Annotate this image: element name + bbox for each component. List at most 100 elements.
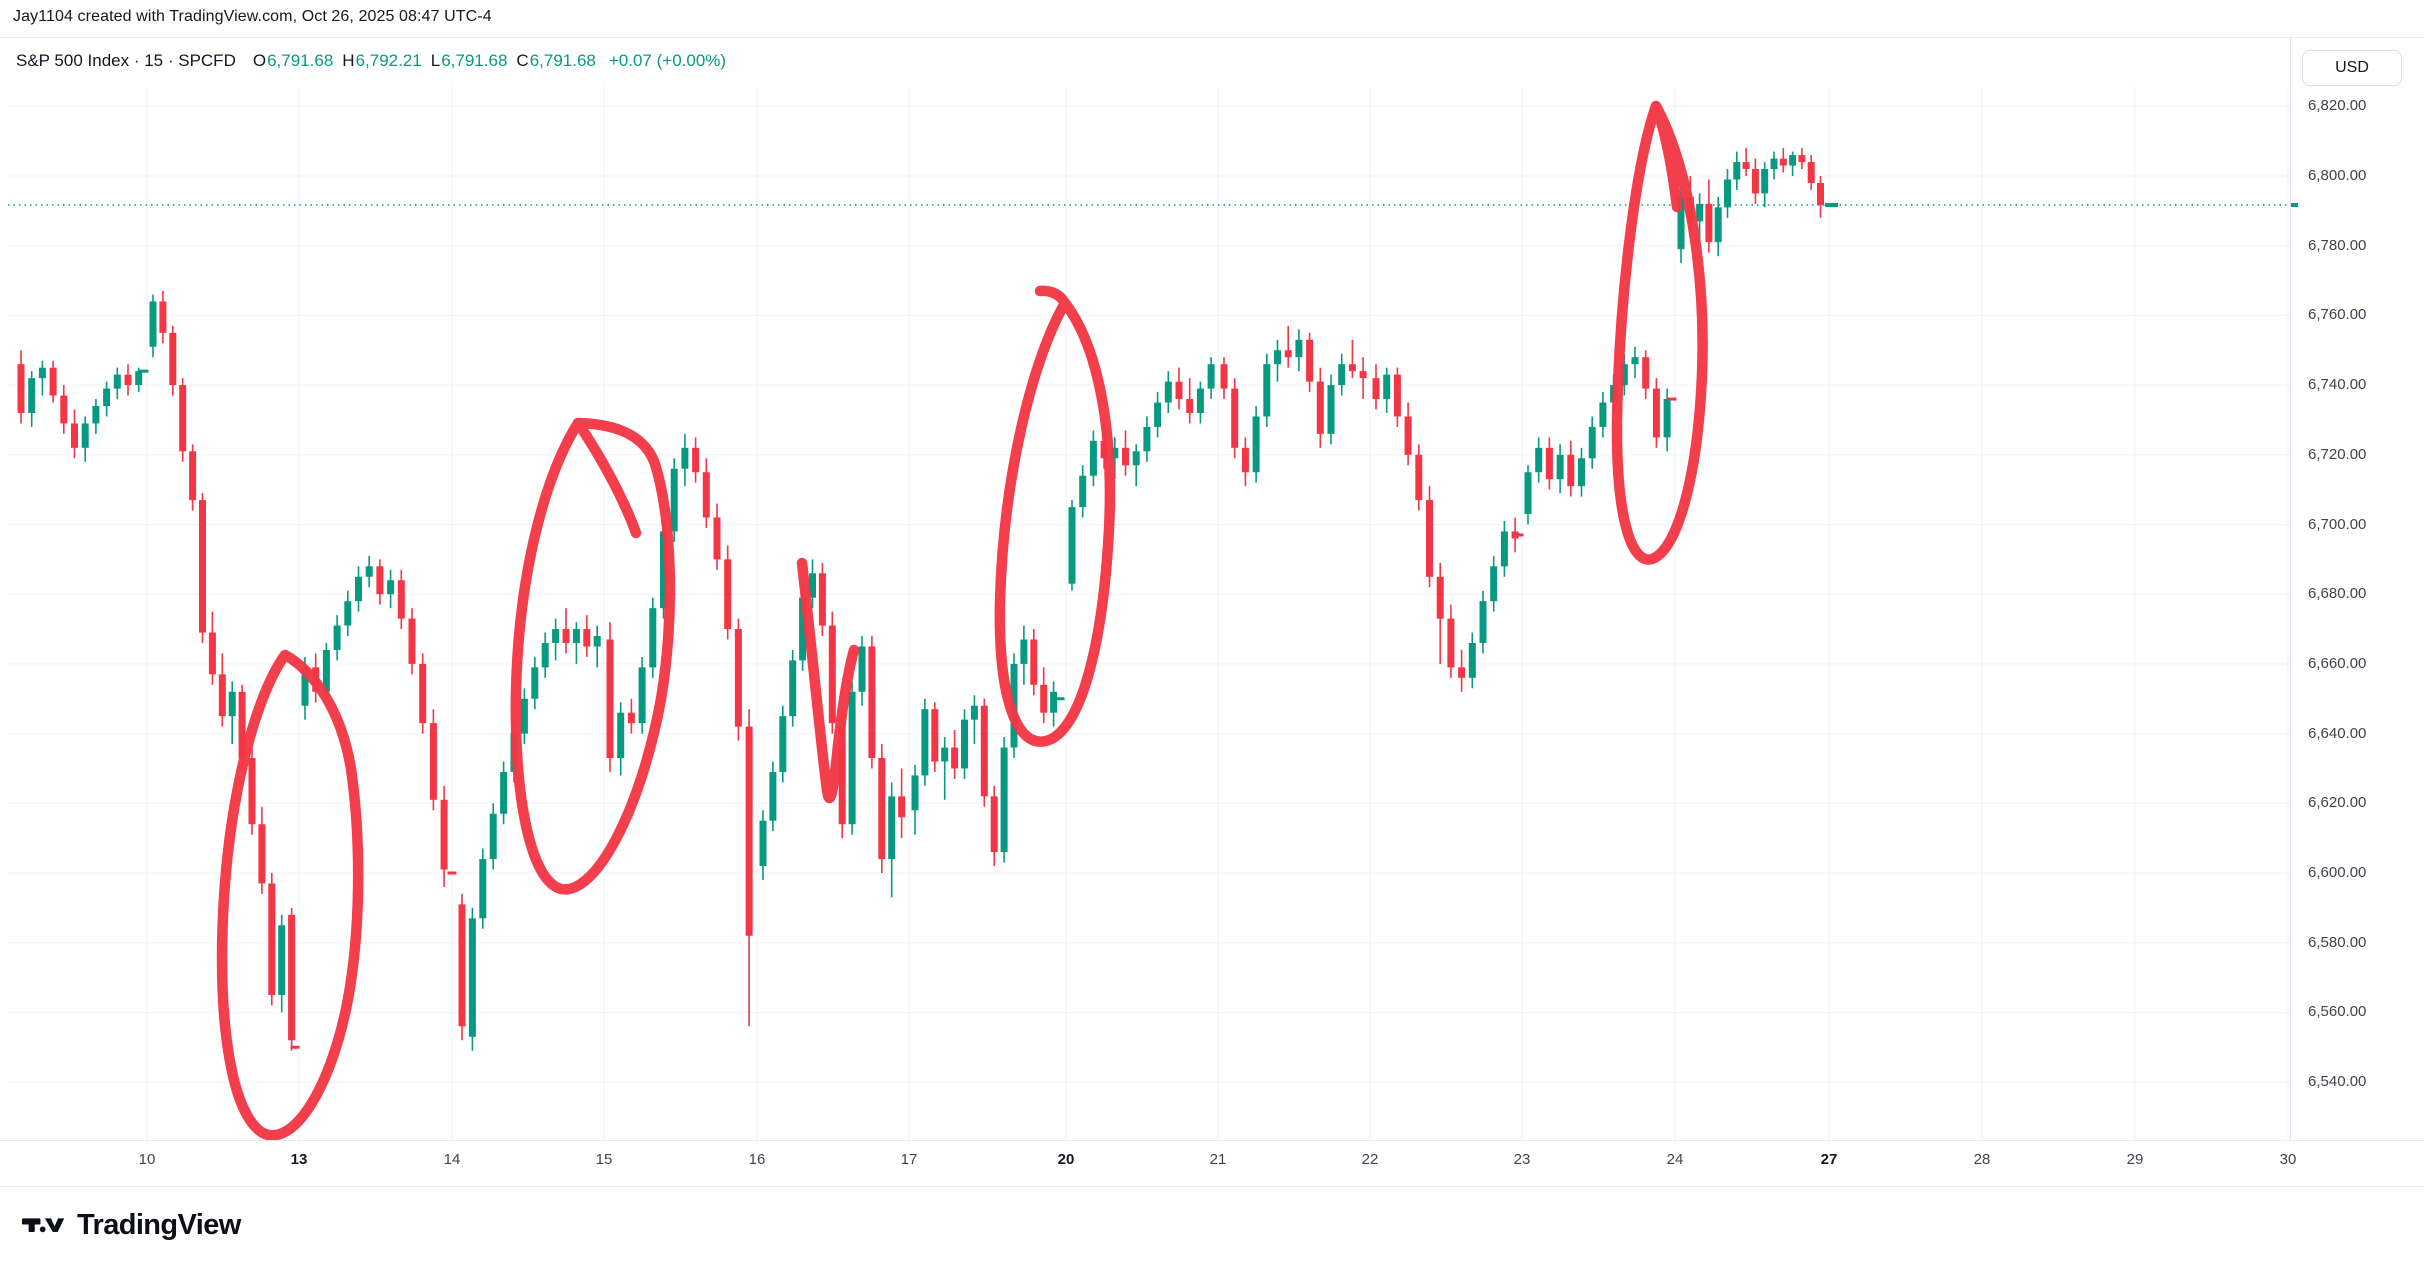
- time-axis-label: 30: [2279, 1151, 2297, 1168]
- candle-body: [1578, 458, 1585, 487]
- candle-body: [1798, 155, 1806, 163]
- low-label: L: [430, 51, 441, 70]
- candle-body: [248, 757, 256, 825]
- candle-body: [103, 388, 111, 407]
- open-label: O: [252, 51, 267, 70]
- candle-body: [189, 451, 197, 501]
- footer-separator: [0, 1186, 2424, 1187]
- session-close-dash: [1667, 397, 1677, 401]
- candle-body: [1468, 642, 1476, 678]
- price-axis-label: 6,660.00: [2308, 654, 2367, 672]
- candle-body: [838, 723, 846, 825]
- candle-body: [1807, 162, 1815, 183]
- candle-body: [1789, 155, 1797, 166]
- low-value: 6,791.68: [441, 51, 508, 70]
- candle-body: [179, 385, 187, 452]
- candle-body: [1500, 531, 1508, 567]
- candle-body: [1751, 169, 1759, 194]
- candle-body: [961, 719, 968, 769]
- candle-body: [809, 573, 816, 598]
- session-close-dash: [139, 369, 149, 373]
- candle-body: [1020, 639, 1028, 664]
- candle-body: [951, 747, 959, 769]
- candle-body: [1164, 381, 1172, 403]
- candle-body: [606, 639, 614, 758]
- candle-body: [638, 667, 646, 724]
- candle-body: [878, 757, 886, 860]
- ohlc-close: C 6,791.68: [516, 51, 595, 71]
- attribution-text: Jay1104 created with TradingView.com, Oc…: [13, 8, 492, 25]
- candle-body: [759, 820, 767, 867]
- candle-body: [92, 406, 100, 424]
- tradingview-footer[interactable]: TradingView: [22, 1208, 241, 1242]
- last-price-marker: [1825, 202, 1838, 207]
- candle-body: [500, 771, 508, 814]
- candle-body: [71, 423, 78, 448]
- candle-body: [531, 667, 539, 699]
- candle-body: [1132, 451, 1140, 466]
- candle-body: [135, 371, 143, 386]
- candle-body: [376, 566, 384, 595]
- candle-body: [724, 559, 732, 630]
- price-axis-label: 6,560.00: [2308, 1003, 2367, 1021]
- candle-body: [572, 629, 580, 643]
- price-axis-label: 6,680.00: [2308, 585, 2367, 603]
- candle-body: [60, 395, 68, 424]
- candle-body: [799, 597, 807, 661]
- annotation-circle-oct20-gap-up: [994, 285, 1116, 747]
- candle-body: [1524, 472, 1532, 515]
- candle-body: [1263, 364, 1271, 417]
- candle-body: [49, 367, 57, 396]
- candle-body: [1122, 447, 1129, 466]
- candle-body: [1436, 576, 1444, 619]
- candle-body: [1175, 381, 1183, 400]
- candle-body: [38, 367, 46, 379]
- time-axis-label: 14: [443, 1151, 461, 1168]
- candle-body: [397, 580, 405, 619]
- time-axis-label: 20: [1057, 1151, 1075, 1168]
- session-close-dash: [447, 871, 457, 875]
- candle-body: [258, 824, 266, 884]
- price-axis-label: 6,540.00: [2308, 1073, 2367, 1091]
- candle-body: [419, 663, 427, 724]
- candle-body: [1724, 179, 1731, 208]
- candle-body: [429, 723, 437, 800]
- candle-body: [1372, 378, 1380, 400]
- candle-body: [1079, 475, 1087, 508]
- candle-body: [1050, 691, 1058, 713]
- candle-body: [692, 447, 700, 473]
- candle-body: [1588, 426, 1596, 459]
- candle-body: [458, 904, 466, 1027]
- candle-body: [1348, 364, 1356, 372]
- candle-body: [1599, 402, 1607, 427]
- candle-body: [333, 625, 341, 650]
- candle-body: [355, 576, 362, 602]
- candle-body: [344, 601, 352, 626]
- candle-body: [1284, 350, 1292, 358]
- candle-body: [1393, 374, 1401, 417]
- chart-legend: S&P 500 Index · 15 · SPCFD O 6,791.68 H 6,…: [16, 51, 726, 71]
- candle-body: [149, 301, 157, 347]
- session-close-dash: [1514, 533, 1524, 537]
- candle-body: [1742, 162, 1750, 170]
- candle-body: [1196, 388, 1204, 413]
- candle-body: [1705, 203, 1713, 243]
- candle-body: [702, 472, 710, 518]
- candle-body: [468, 918, 476, 1037]
- ohlc-low: L 6,791.68: [431, 51, 508, 71]
- candle-body: [649, 608, 657, 668]
- candle-body: [81, 423, 89, 448]
- candle-body: [1652, 388, 1660, 438]
- candle-body: [828, 625, 836, 724]
- candle-body: [931, 709, 939, 762]
- candle-body: [159, 301, 167, 333]
- candle-body: [1817, 182, 1824, 205]
- candle-body: [238, 691, 246, 758]
- open-value: 6,791.68: [267, 51, 334, 70]
- candle-body: [911, 775, 919, 811]
- candle-body: [779, 716, 787, 772]
- candle-body: [617, 712, 625, 758]
- candle-body: [941, 747, 949, 762]
- high-label: H: [342, 51, 355, 70]
